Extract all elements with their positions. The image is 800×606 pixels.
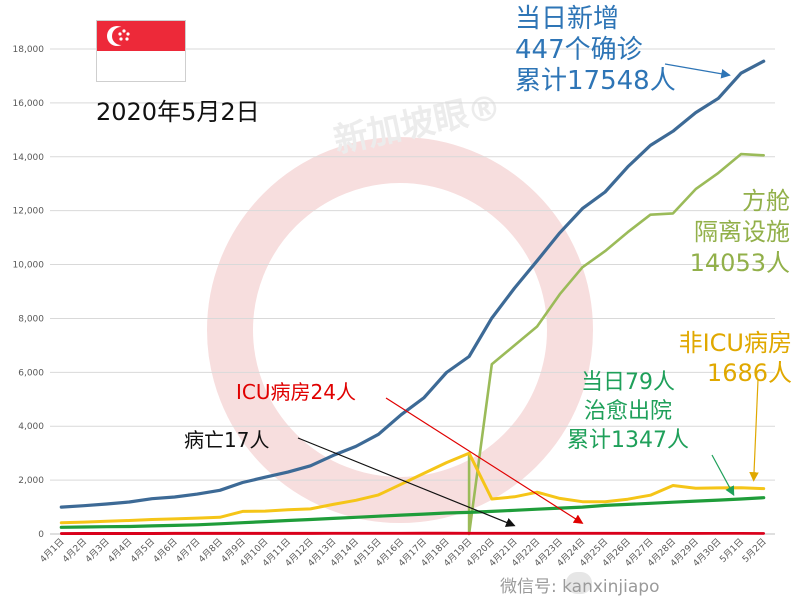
y-tick-label: 18,000 <box>13 45 45 55</box>
x-tick-label: 4月1日 <box>38 536 67 565</box>
y-tick-label: 16,000 <box>13 99 45 109</box>
date-label: 2020年5月2日 <box>96 98 260 126</box>
series-line-nonicu <box>59 451 766 525</box>
series-line-total <box>59 59 766 509</box>
x-axis: 4月1日4月2日4月3日4月4日4月5日4月6日4月7日4月8日4月9日4月10… <box>38 536 769 569</box>
y-tick-label: 2,000 <box>18 476 44 486</box>
x-tick-label: 4月3日 <box>83 536 112 565</box>
y-tick-label: 0 <box>38 530 44 540</box>
discharged-annotation-line1: 当日79人 <box>581 370 675 395</box>
series-line-discharged <box>59 496 766 529</box>
total-cases-annotation: 当日新增 447个确诊 累计17548人 <box>515 4 676 97</box>
flag-white-band <box>97 51 185 81</box>
flag-red-band <box>97 21 185 51</box>
y-tick-label: 4,000 <box>18 422 44 432</box>
singapore-flag-icon <box>96 20 186 82</box>
total-annotation-line2: 447个确诊 <box>515 35 643 65</box>
nonicu-annotation-line1: 非ICU病房 <box>678 329 792 357</box>
total-annotation-line1: 当日新增 <box>515 4 620 34</box>
crescent-stars-icon <box>107 26 130 46</box>
deaths-annotation: 病亡17人 <box>184 428 270 452</box>
discharged-annotation: 当日79人 治愈出院 累计1347人 <box>548 368 708 455</box>
dorm-annotation-line1: 方舱 <box>742 187 790 215</box>
total-annotation-line3: 累计17548人 <box>515 66 676 96</box>
y-axis: 0 2,000 4,000 6,000 8,000 10,000 12,000 14,000 1… <box>13 45 45 540</box>
dorm-annotation-line3: 14053人 <box>689 249 790 277</box>
death-arrow <box>297 437 516 527</box>
x-tick-label: 4月8日 <box>196 536 225 565</box>
nonicu-arrow <box>749 379 759 482</box>
series-line-dorm <box>467 152 766 536</box>
x-tick-label: 4月6日 <box>151 536 180 565</box>
watermark-circle-layer: 新加坡眼® <box>207 87 593 523</box>
wechat-watermark: 微信号: kanxinjiapo <box>500 577 660 597</box>
non-icu-ward-annotation: 非ICU病房 1686人 <box>640 328 792 388</box>
x-tick-label: 4月7日 <box>174 536 203 565</box>
y-tick-label: 12,000 <box>13 207 45 217</box>
discharged-annotation-line2: 治愈出院 <box>583 399 672 424</box>
x-tick-label: 4月4日 <box>106 536 135 565</box>
annotation-arrows <box>297 63 759 527</box>
nonicu-annotation-line2: 1686人 <box>706 359 792 387</box>
total-arrow <box>664 63 731 79</box>
y-tick-label: 8,000 <box>18 314 44 324</box>
x-tick-label: 5月2日 <box>740 536 769 565</box>
dormitory-annotation: 方舱 隔离设施 14053人 <box>640 186 790 279</box>
dorm-annotation-line2: 隔离设施 <box>694 218 790 246</box>
y-tick-label: 6,000 <box>18 368 44 378</box>
icu-ward-annotation: ICU病房24人 <box>236 380 356 404</box>
x-tick-label: 5月1日 <box>718 536 747 565</box>
y-tick-label: 14,000 <box>13 153 45 163</box>
y-tick-label: 10,000 <box>13 261 45 271</box>
x-tick-label: 4月2日 <box>61 536 90 565</box>
x-tick-label: 4月5日 <box>128 536 157 565</box>
series-lines <box>59 59 766 536</box>
discharged-annotation-line3: 累计1347人 <box>567 428 689 453</box>
discharged-arrow <box>711 454 735 497</box>
watermark-ring <box>207 137 593 523</box>
icu-arrow <box>385 397 584 524</box>
wechat-icon <box>566 572 592 594</box>
